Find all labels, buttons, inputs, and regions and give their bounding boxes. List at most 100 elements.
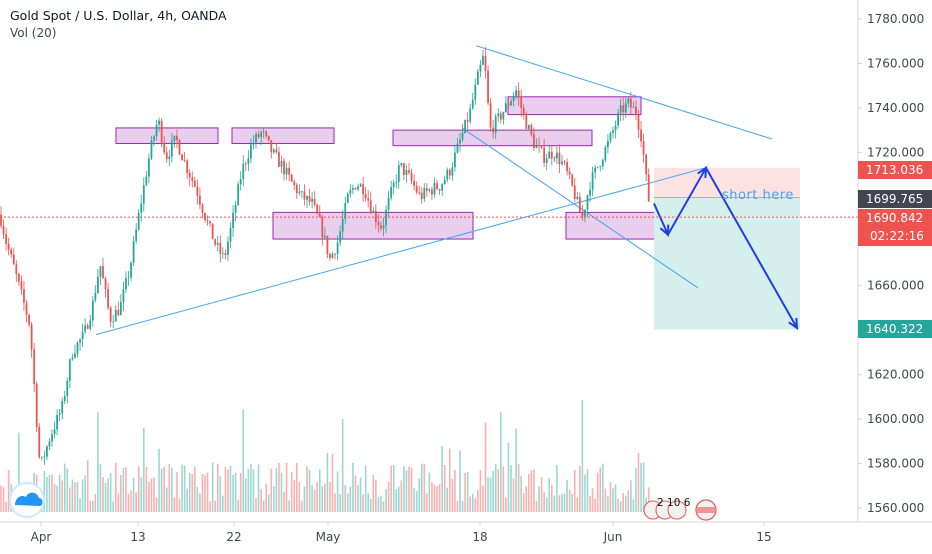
volume-bar — [86, 460, 89, 512]
volume-bar — [112, 501, 114, 512]
price-zone[interactable] — [272, 211, 474, 240]
candle-body — [0, 214, 2, 226]
candle-body — [278, 152, 280, 167]
volume-bar — [117, 493, 120, 512]
volume-bar — [410, 467, 413, 512]
candle-body — [329, 253, 331, 259]
volume-bar — [163, 467, 165, 512]
take-profit-zone[interactable] — [654, 197, 800, 330]
trendline[interactable] — [475, 45, 773, 140]
volume-bar — [132, 477, 135, 512]
volume-bar — [219, 476, 222, 512]
candle-body — [71, 357, 74, 360]
volume-bar — [479, 470, 482, 512]
candle-body — [135, 229, 138, 242]
volume-bar — [229, 465, 232, 512]
volume-bar — [622, 492, 624, 512]
volume-bar — [349, 486, 352, 512]
candle-body — [12, 254, 15, 265]
candle-body — [186, 160, 189, 174]
volume-bar — [51, 474, 53, 512]
candle-body — [97, 276, 99, 293]
volume-bar — [576, 497, 579, 512]
volume-bar — [120, 475, 122, 512]
svg-text:1640.322: 1640.322 — [866, 322, 923, 336]
volume-bar — [359, 477, 362, 512]
volume-bar — [308, 469, 311, 512]
volume-bar — [321, 485, 324, 512]
price-zone[interactable] — [392, 129, 593, 147]
volume-bar — [449, 448, 451, 512]
price-zone[interactable] — [507, 96, 642, 116]
candle-body — [622, 105, 625, 113]
candle-body — [540, 145, 543, 148]
candle-body — [267, 135, 270, 141]
candle-body — [599, 166, 602, 167]
candle-body — [237, 184, 240, 206]
volume-bar — [352, 462, 354, 512]
candle-body — [155, 124, 158, 137]
volume-bar — [237, 500, 239, 512]
candle-body — [255, 134, 257, 143]
event-badge[interactable]: 2 10 6 — [643, 497, 717, 521]
candle-body — [158, 120, 160, 125]
candle-body — [285, 167, 288, 175]
volume-bar — [609, 482, 612, 512]
candle-body — [476, 71, 479, 85]
candle-body — [43, 456, 46, 458]
volume-bar — [627, 490, 630, 512]
volume-bar — [469, 496, 471, 512]
candle-body — [66, 380, 69, 397]
volume-bar — [568, 489, 571, 512]
volume-bar — [145, 466, 148, 512]
volume-bar — [188, 472, 191, 512]
volume-bar — [500, 411, 502, 512]
svg-text:1699.765: 1699.765 — [866, 192, 923, 206]
candle-body — [275, 149, 278, 153]
volume-bar — [265, 483, 267, 512]
volume-bar — [492, 470, 494, 512]
price-label-last: 1690.842 02:22:16 — [858, 209, 932, 246]
candle-body — [369, 200, 372, 213]
volume-bar — [362, 494, 364, 512]
volume-bar — [296, 462, 298, 512]
candle-body — [492, 127, 495, 133]
volume-bar — [232, 475, 234, 512]
volume-bar — [558, 495, 561, 512]
candle-body — [339, 231, 342, 243]
price-zone[interactable] — [231, 127, 335, 144]
candle-body — [295, 184, 298, 194]
volume-bar — [199, 493, 201, 512]
volume-bar — [459, 450, 461, 512]
volume-bar — [566, 479, 568, 512]
volume-bar — [630, 480, 632, 512]
candle-body — [270, 140, 273, 153]
y-tick-label: 1620.000 — [867, 368, 924, 382]
tradingview-logo[interactable] — [9, 482, 45, 518]
volume-bar — [239, 473, 242, 512]
candle-body — [188, 173, 191, 178]
volume-bar — [464, 473, 466, 512]
price-zone[interactable] — [115, 127, 219, 144]
price-axis[interactable]: 1780.0001760.0001740.0001720.0001700.000… — [857, 0, 924, 522]
candle-body — [316, 204, 319, 214]
volume-bar — [278, 462, 280, 512]
volume-bar — [586, 468, 589, 512]
volume-bar — [140, 477, 143, 512]
candle-body — [461, 132, 464, 140]
volume-bar — [619, 501, 622, 512]
volume-bar — [316, 482, 318, 512]
time-axis[interactable]: Apr 13 22 May 18 Jun 15 — [0, 521, 932, 544]
volume-bar — [326, 452, 329, 512]
candle-body — [91, 300, 94, 321]
volume-bar — [165, 487, 168, 512]
projection-path[interactable] — [653, 165, 798, 329]
short-position-tool[interactable] — [654, 167, 800, 330]
candle-body — [405, 170, 408, 175]
trendline[interactable] — [95, 167, 706, 336]
volume-bar — [364, 465, 367, 512]
candle-body — [341, 218, 344, 232]
stop-loss-zone[interactable] — [654, 167, 800, 198]
